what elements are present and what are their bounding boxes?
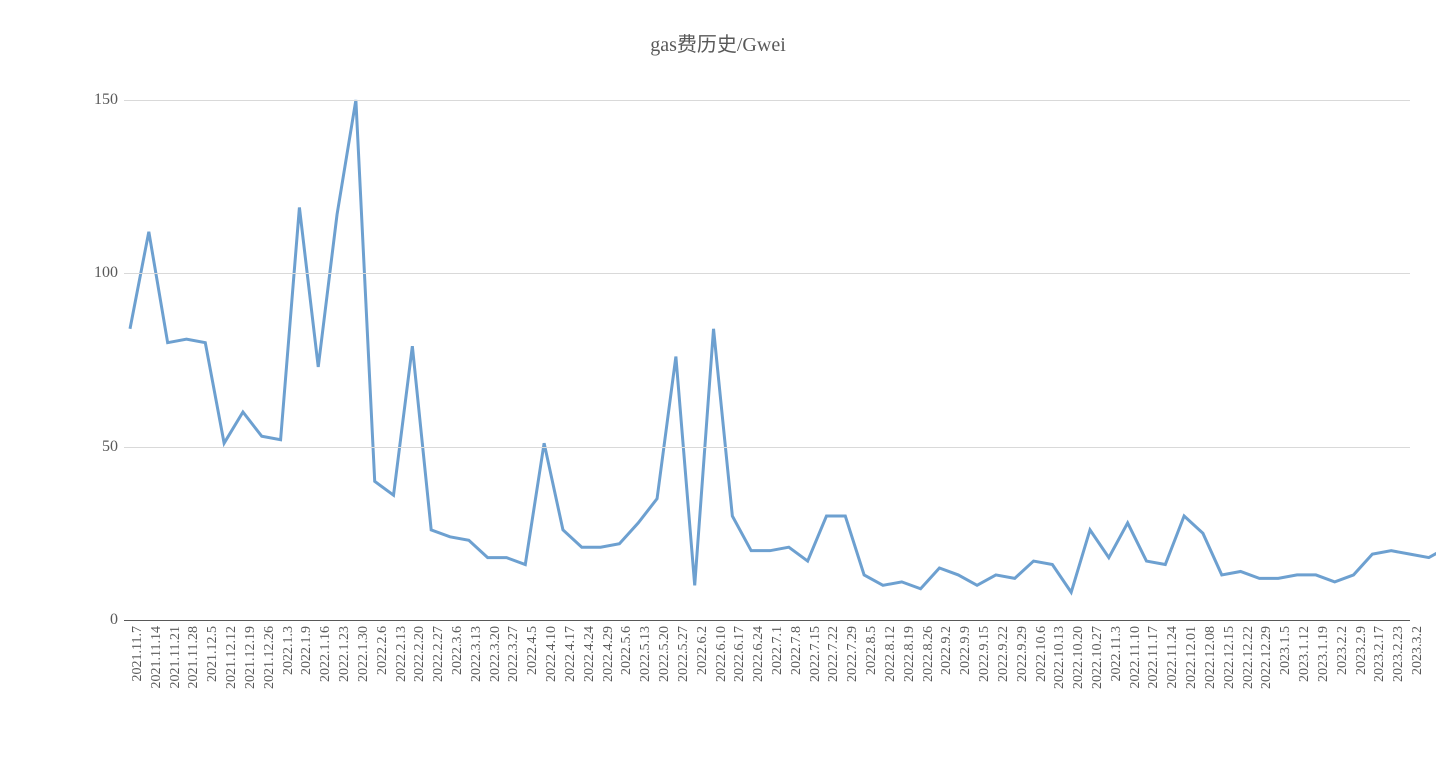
- x-tick-label: 2022.8.12: [883, 626, 899, 682]
- x-tick-label: 2022.12.15: [1222, 626, 1238, 689]
- x-tick-label: 2023.1.5: [1278, 626, 1294, 675]
- x-tick-label: 2023.2.17: [1372, 626, 1388, 682]
- x-tick-label: 2023.1.12: [1297, 626, 1313, 682]
- gridline: [124, 447, 1410, 448]
- x-tick-label: 2022.8.5: [864, 626, 880, 675]
- x-tick-label: 2022.5.27: [676, 626, 692, 682]
- x-tick-label: 2022.7.1: [770, 626, 786, 675]
- x-tick-label: 2022.9.29: [1015, 626, 1031, 682]
- x-tick-label: 2022.9.9: [958, 626, 974, 675]
- x-tick-label: 2023.2.23: [1391, 626, 1407, 682]
- x-tick-label: 2022.9.15: [977, 626, 993, 682]
- x-tick-label: 2022.9.22: [996, 626, 1012, 682]
- x-tick-label: 2022.10.6: [1034, 626, 1050, 682]
- x-tick-label: 2021.12.12: [224, 626, 240, 689]
- gridline: [124, 273, 1410, 274]
- x-tick-label: 2022.6.24: [751, 626, 767, 682]
- x-tick-label: 2023.2.2: [1335, 626, 1351, 675]
- x-tick-label: 2022.2.20: [412, 626, 428, 682]
- x-tick-label: 2022.1.23: [337, 626, 353, 682]
- x-tick-label: 2022.12.22: [1241, 626, 1257, 689]
- x-tick-label: 2021.11.28: [186, 626, 202, 688]
- x-tick-label: 2022.3.27: [506, 626, 522, 682]
- x-tick-label: 2021.11.14: [149, 626, 165, 688]
- x-tick-label: 2022.4.5: [525, 626, 541, 675]
- x-tick-label: 2022.1.9: [299, 626, 315, 675]
- x-tick-label: 2022.7.29: [845, 626, 861, 682]
- x-tick-label: 2022.5.20: [657, 626, 673, 682]
- x-tick-label: 2022.3.20: [488, 626, 504, 682]
- x-tick-label: 2022.6.2: [695, 626, 711, 675]
- x-tick-label: 2022.12.01: [1184, 626, 1200, 689]
- x-tick-label: 2022.2.13: [394, 626, 410, 682]
- x-tick-label: 2022.2.6: [375, 626, 391, 675]
- x-tick-label: 2022.6.17: [732, 626, 748, 682]
- y-tick-label: 0: [110, 611, 118, 629]
- y-tick-label: 150: [94, 91, 118, 109]
- x-tick-label: 2022.6.10: [714, 626, 730, 682]
- x-tick-label: 2022.11.10: [1128, 626, 1144, 688]
- x-tick-label: 2022.10.20: [1071, 626, 1087, 689]
- gridline: [124, 620, 1410, 621]
- x-tick-label: 2022.10.13: [1052, 626, 1068, 689]
- x-tick-label: 2022.11.24: [1165, 626, 1181, 688]
- x-tick-label: 2022.8.26: [921, 626, 937, 682]
- x-tick-label: 2021.12.26: [262, 626, 278, 689]
- x-tick-label: 2022.4.10: [544, 626, 560, 682]
- x-tick-label: 2022.2.27: [431, 626, 447, 682]
- x-tick-label: 2022.12.08: [1203, 626, 1219, 689]
- line-series: [130, 100, 1410, 620]
- y-tick-label: 50: [102, 438, 118, 456]
- x-tick-label: 2022.8.19: [902, 626, 918, 682]
- x-tick-label: 2022.4.29: [601, 626, 617, 682]
- x-tick-label: 2022.9.2: [939, 626, 955, 675]
- gas-fee-chart: gas费历史/Gwei 0501001502021.11.72021.11.14…: [0, 0, 1436, 762]
- x-tick-label: 2022.10.27: [1090, 626, 1106, 689]
- x-tick-label: 2022.4.24: [582, 626, 598, 682]
- x-tick-label: 2022.4.17: [563, 626, 579, 682]
- x-tick-label: 2022.7.8: [789, 626, 805, 675]
- x-tick-label: 2022.11.17: [1146, 626, 1162, 688]
- x-tick-label: 2022.1.3: [281, 626, 297, 675]
- x-tick-label: 2022.5.13: [638, 626, 654, 682]
- x-tick-label: 2022.7.15: [808, 626, 824, 682]
- x-tick-label: 2022.3.6: [450, 626, 466, 675]
- gridline: [124, 100, 1410, 101]
- x-tick-label: 2022.12.29: [1259, 626, 1275, 689]
- x-tick-label: 2023.3.2: [1410, 626, 1426, 675]
- x-tick-label: 2022.11.3: [1109, 626, 1125, 681]
- x-tick-label: 2021.11.21: [168, 626, 184, 688]
- x-tick-label: 2022.3.13: [469, 626, 485, 682]
- plot-area: 0501001502021.11.72021.11.142021.11.2120…: [130, 100, 1410, 620]
- x-tick-label: 2022.1.16: [318, 626, 334, 682]
- x-tick-label: 2022.1.30: [356, 626, 372, 682]
- x-tick-label: 2022.7.22: [826, 626, 842, 682]
- x-tick-label: 2021.12.19: [243, 626, 259, 689]
- x-tick-label: 2022.5.6: [619, 626, 635, 675]
- x-tick-label: 2021.12.5: [205, 626, 221, 682]
- y-tick-label: 100: [94, 264, 118, 282]
- x-tick-label: 2021.11.7: [130, 626, 146, 681]
- x-tick-label: 2023.2.9: [1354, 626, 1370, 675]
- chart-title: gas费历史/Gwei: [0, 28, 1436, 57]
- series-line: [130, 100, 1436, 592]
- x-tick-label: 2023.1.19: [1316, 626, 1332, 682]
